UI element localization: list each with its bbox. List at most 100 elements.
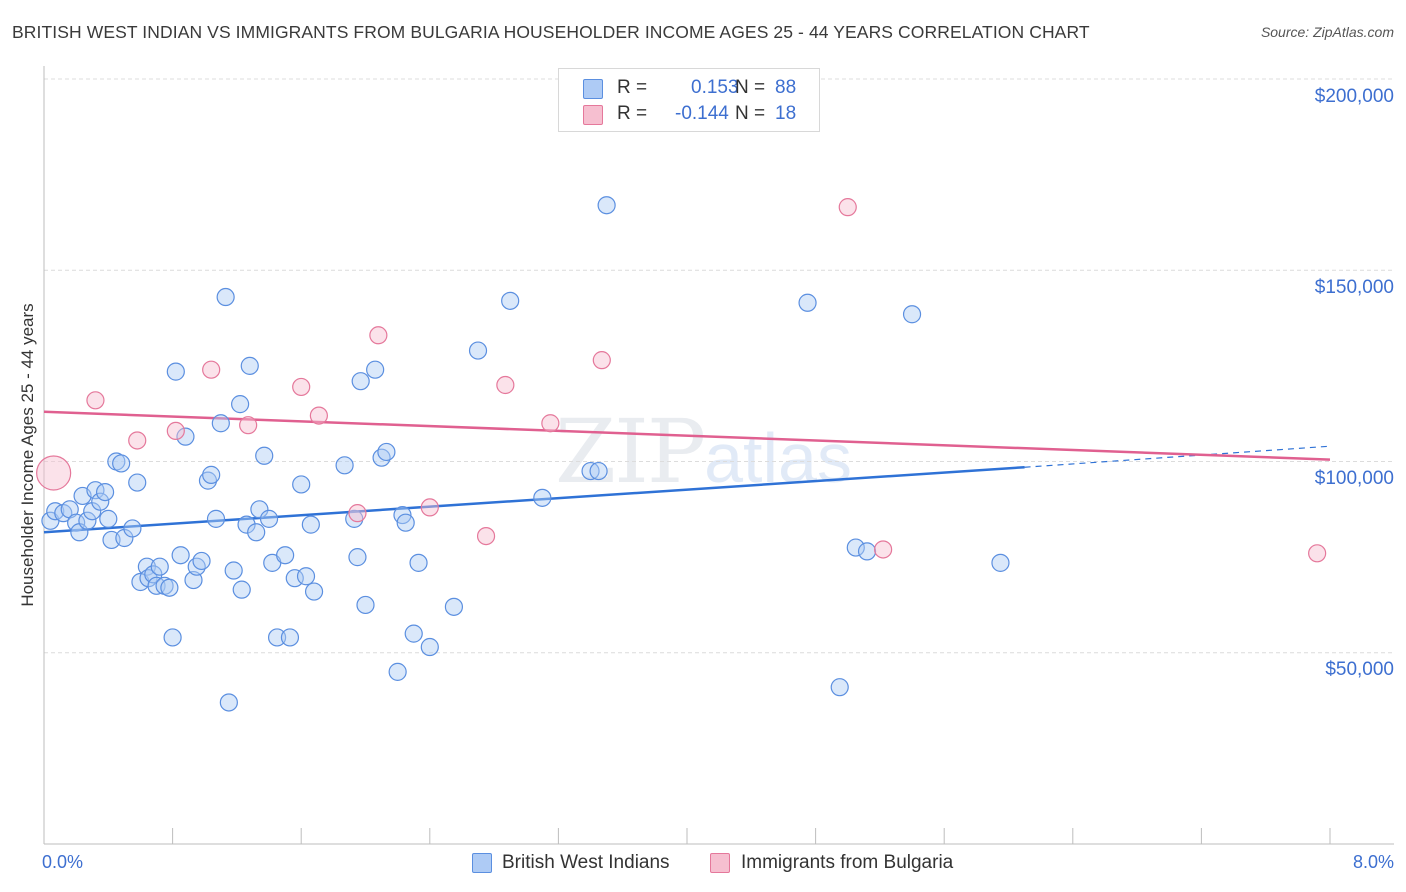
point-british-west-indians bbox=[902, 305, 922, 324]
point-british-west-indians bbox=[351, 372, 370, 391]
axes bbox=[43, 66, 1394, 845]
y-tick-label: $200,000 bbox=[1314, 86, 1394, 107]
point-british-west-indians bbox=[296, 567, 316, 586]
point-british-west-indians bbox=[798, 293, 817, 312]
point-immigrants-from-bulgaria bbox=[86, 391, 105, 410]
point-immigrants-from-bulgaria bbox=[874, 540, 893, 559]
watermark-zip: ZIP bbox=[555, 400, 706, 503]
point-immigrants-from-bulgaria bbox=[496, 375, 515, 395]
point-immigrants-from-bulgaria bbox=[309, 406, 328, 425]
point-british-west-indians bbox=[348, 548, 367, 567]
point-british-west-indians bbox=[304, 582, 324, 601]
point-british-west-indians bbox=[991, 553, 1010, 572]
point-british-west-indians bbox=[202, 465, 221, 484]
point-british-west-indians bbox=[216, 287, 235, 307]
point-british-west-indians bbox=[150, 557, 169, 576]
point-immigrants-from-bulgaria bbox=[36, 455, 72, 491]
point-british-west-indians bbox=[171, 546, 190, 565]
point-immigrants-from-bulgaria bbox=[348, 504, 367, 523]
point-british-west-indians bbox=[112, 454, 131, 473]
trend-lines bbox=[43, 410, 1331, 534]
legend-r-value: 0.153 bbox=[691, 77, 739, 98]
point-british-west-indians bbox=[533, 488, 552, 507]
point-immigrants-from-bulgaria bbox=[592, 351, 611, 370]
point-british-west-indians bbox=[830, 678, 849, 697]
point-british-west-indians bbox=[192, 551, 211, 571]
legend-label-immigrants-from-bulgaria: Immigrants from Bulgaria bbox=[741, 852, 954, 873]
point-british-west-indians bbox=[247, 523, 266, 542]
point-british-west-indians bbox=[388, 662, 407, 681]
legend-r-label: R = bbox=[617, 77, 648, 98]
point-british-west-indians bbox=[444, 597, 464, 616]
point-british-west-indians bbox=[267, 628, 287, 647]
point-british-west-indians bbox=[206, 509, 226, 528]
point-immigrants-from-bulgaria bbox=[239, 416, 258, 435]
legend-n-value: 18 bbox=[775, 103, 797, 124]
legend-swatch-blue bbox=[472, 853, 492, 873]
x-tick-label: 0.0% bbox=[42, 852, 84, 872]
legend-r-value: -0.144 bbox=[675, 103, 729, 124]
legend-label-british-west-indians: British West Indians bbox=[502, 852, 670, 873]
point-british-west-indians bbox=[280, 628, 300, 647]
correlation-legend: R = 0.153 N = 88 R = -0.144 N = 18 bbox=[558, 68, 820, 132]
point-british-west-indians bbox=[198, 471, 218, 490]
point-british-west-indians bbox=[285, 569, 304, 588]
point-british-west-indians bbox=[163, 628, 182, 647]
trend-line-extension-british-west-indians bbox=[1024, 445, 1331, 468]
watermark: ZIPatlas bbox=[555, 400, 852, 503]
point-immigrants-from-bulgaria bbox=[202, 360, 221, 379]
point-british-west-indians bbox=[237, 515, 256, 534]
point-british-west-indians bbox=[95, 483, 115, 502]
point-british-west-indians bbox=[184, 570, 203, 590]
y-tick-label: $50,000 bbox=[1325, 659, 1394, 680]
point-british-west-indians bbox=[377, 442, 396, 462]
point-british-west-indians bbox=[597, 196, 616, 215]
point-british-west-indians bbox=[219, 693, 238, 712]
point-immigrants-from-bulgaria bbox=[420, 498, 439, 517]
data-points bbox=[36, 196, 1327, 712]
legend-n-label: N = bbox=[735, 77, 766, 98]
point-immigrants-from-bulgaria bbox=[476, 526, 496, 546]
point-british-west-indians bbox=[857, 542, 877, 561]
point-immigrants-from-bulgaria bbox=[128, 431, 147, 450]
point-british-west-indians bbox=[232, 580, 251, 599]
point-british-west-indians bbox=[176, 427, 195, 446]
x-tick-label: 8.0% bbox=[1352, 852, 1394, 872]
point-immigrants-from-bulgaria bbox=[1308, 544, 1327, 563]
point-british-west-indians bbox=[276, 546, 295, 565]
point-british-west-indians bbox=[160, 578, 179, 597]
source-credit: Source: ZipAtlas.com bbox=[1260, 24, 1394, 40]
point-british-west-indians bbox=[301, 515, 320, 534]
legend-n-label: N = bbox=[735, 103, 766, 124]
point-british-west-indians bbox=[468, 341, 488, 360]
legend-n-value: 88 bbox=[775, 77, 797, 98]
y-tick-label: $150,000 bbox=[1314, 277, 1394, 298]
point-british-west-indians bbox=[345, 509, 364, 528]
point-british-west-indians bbox=[846, 538, 865, 557]
point-british-west-indians bbox=[372, 448, 391, 467]
trend-line-immigrants-from-bulgaria bbox=[43, 410, 1331, 461]
point-british-west-indians bbox=[356, 595, 375, 615]
point-british-west-indians bbox=[67, 513, 86, 532]
point-british-west-indians bbox=[292, 475, 311, 494]
point-british-west-indians bbox=[240, 356, 259, 375]
point-british-west-indians bbox=[91, 492, 110, 511]
point-british-west-indians bbox=[224, 561, 243, 580]
y-axis-label: Householder Income Ages 25 - 44 years bbox=[18, 303, 37, 607]
point-immigrants-from-bulgaria bbox=[541, 414, 560, 433]
point-british-west-indians bbox=[123, 519, 142, 538]
point-british-west-indians bbox=[396, 513, 415, 532]
point-british-west-indians bbox=[335, 456, 354, 475]
series-legend: British West Indians Immigrants from Bul… bbox=[0, 852, 1406, 878]
point-immigrants-from-bulgaria bbox=[292, 377, 311, 397]
point-british-west-indians bbox=[259, 509, 279, 528]
legend-swatch-pink bbox=[710, 853, 730, 873]
legend-swatch-blue bbox=[583, 79, 603, 99]
point-british-west-indians bbox=[99, 509, 118, 528]
point-british-west-indians bbox=[166, 362, 185, 381]
point-british-west-indians bbox=[589, 461, 608, 481]
point-british-west-indians bbox=[211, 414, 230, 433]
point-immigrants-from-bulgaria bbox=[369, 326, 388, 345]
point-british-west-indians bbox=[366, 360, 385, 379]
